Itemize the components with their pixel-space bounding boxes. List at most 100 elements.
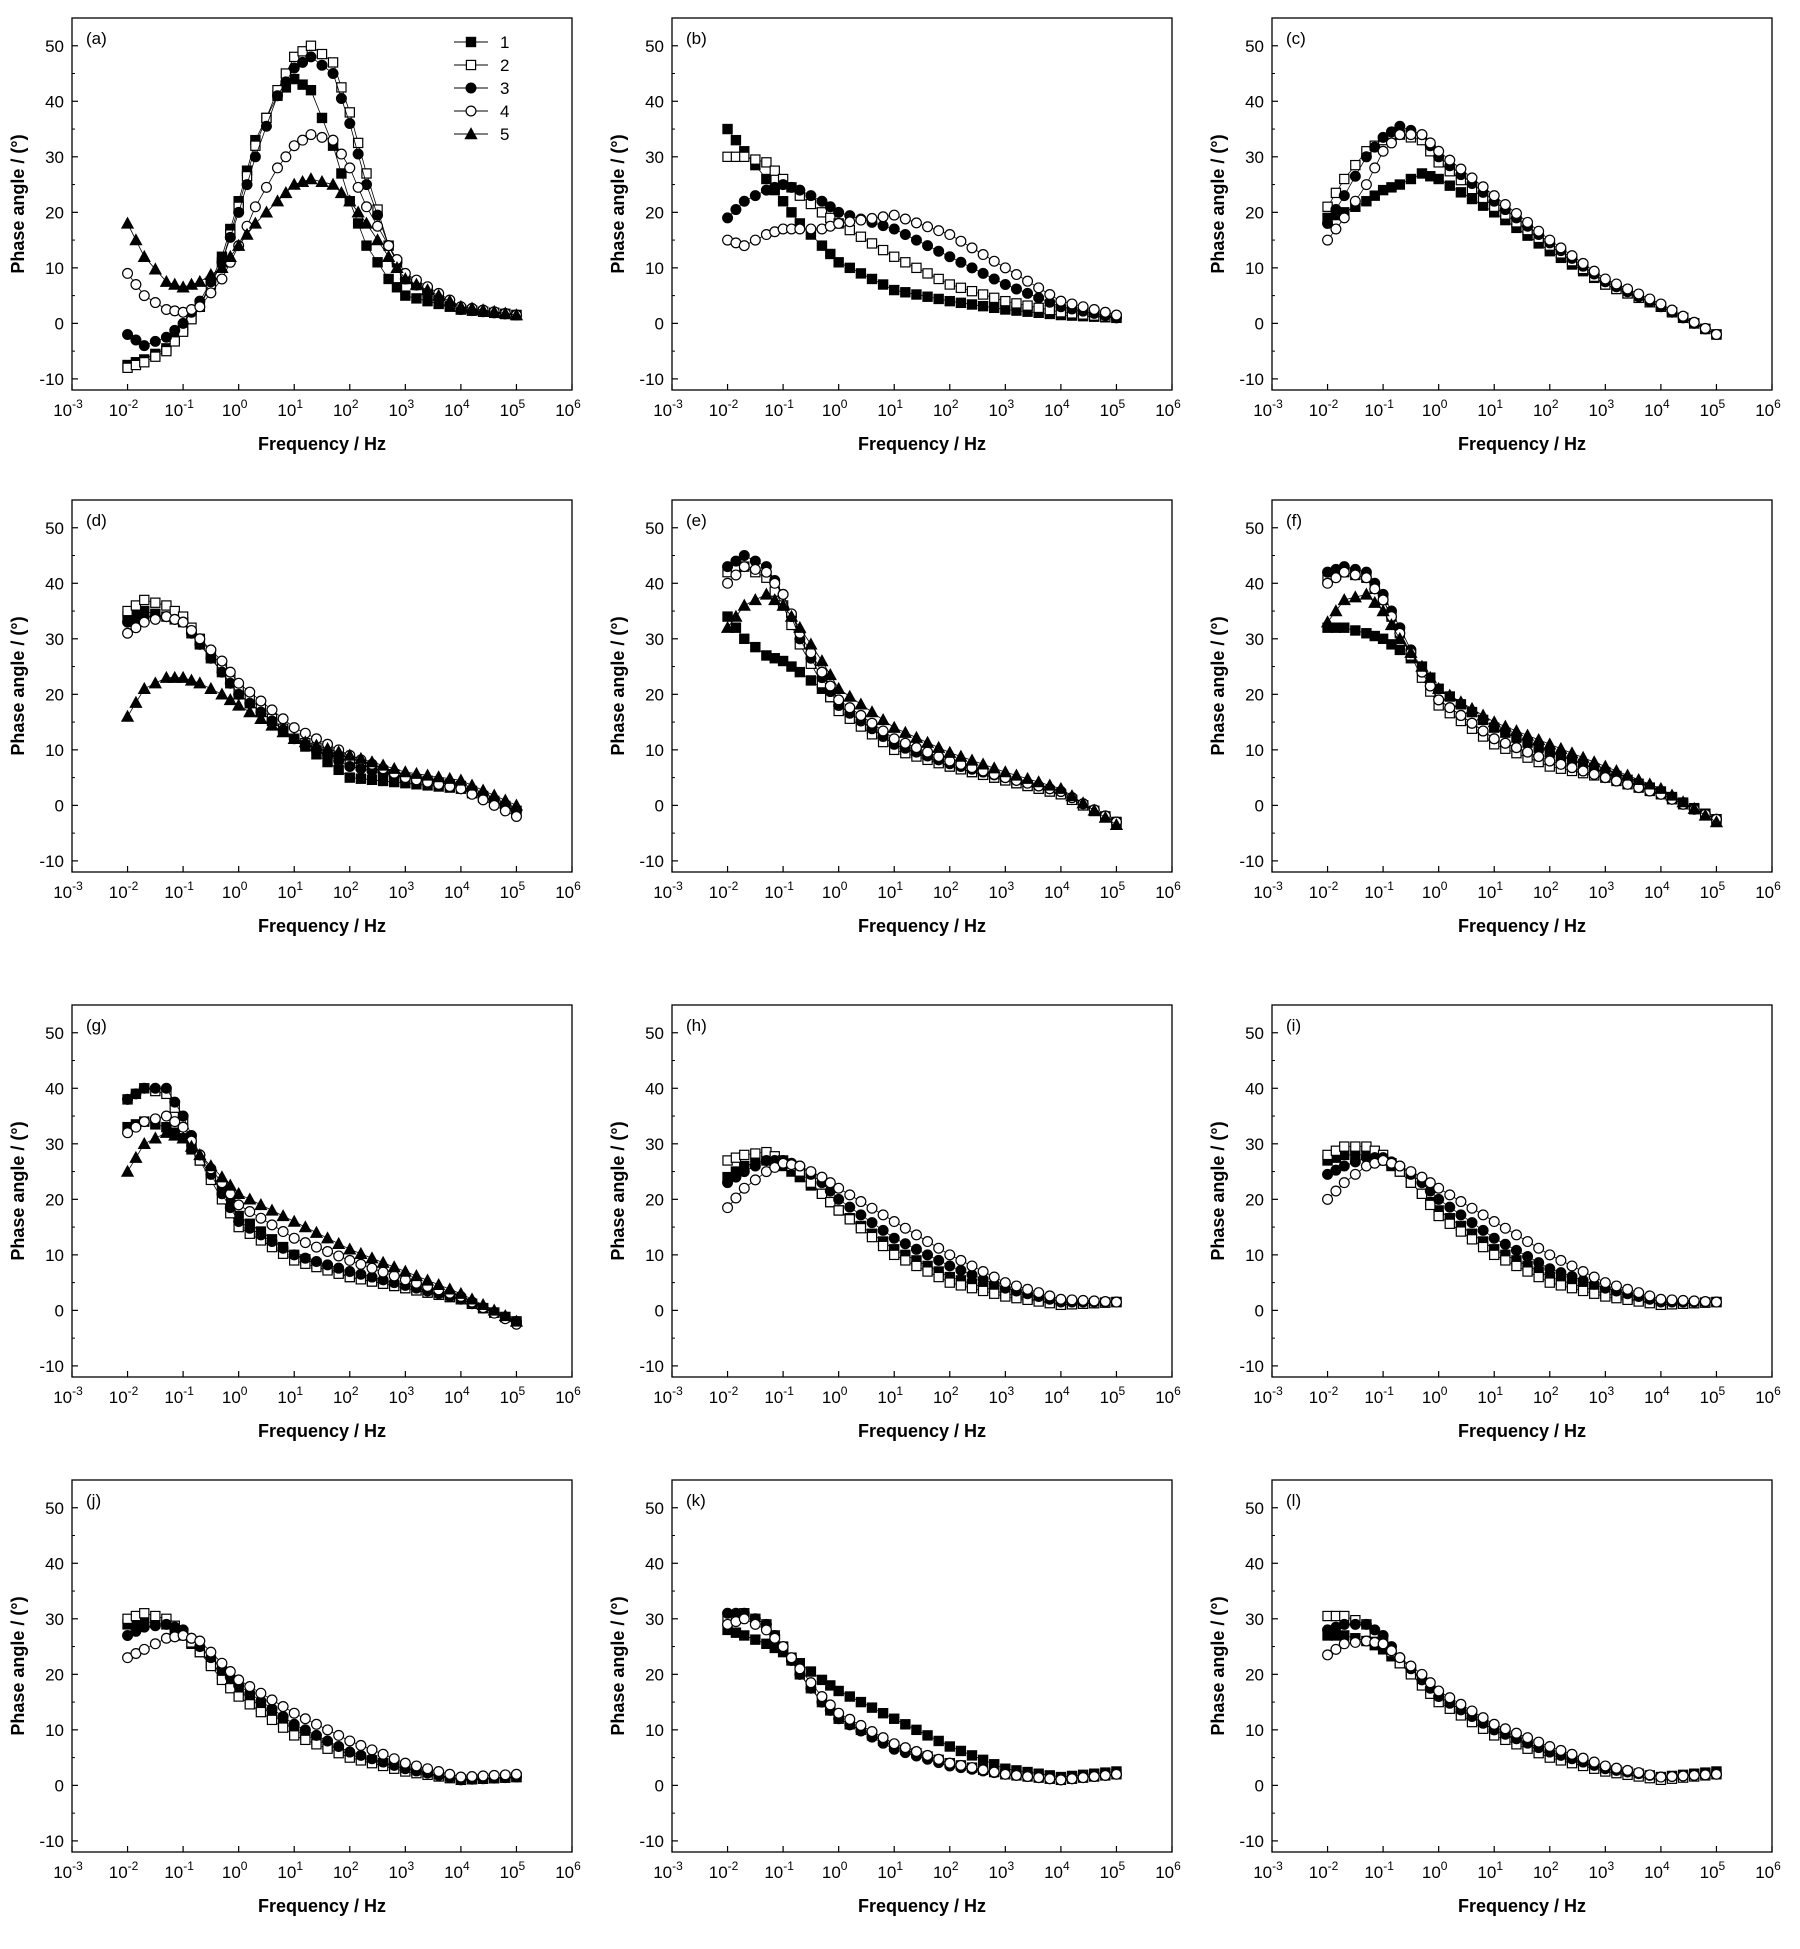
data-point bbox=[137, 681, 151, 694]
x-tick-label: 10-2 bbox=[109, 879, 139, 902]
data-point bbox=[1322, 1193, 1334, 1205]
data-point bbox=[761, 157, 772, 168]
data-point bbox=[1405, 173, 1417, 185]
data-point bbox=[944, 1741, 955, 1752]
data-point bbox=[1330, 572, 1342, 584]
x-tick-label: 10-2 bbox=[1309, 1859, 1339, 1882]
data-point bbox=[122, 1127, 134, 1139]
x-tick-label: 106 bbox=[1155, 879, 1181, 902]
y-tick-label: 0 bbox=[655, 1301, 664, 1320]
data-point bbox=[297, 46, 308, 57]
data-point bbox=[276, 725, 290, 738]
data-point bbox=[1350, 1141, 1361, 1152]
data-point bbox=[1455, 1226, 1467, 1237]
data-point bbox=[316, 112, 328, 124]
data-point bbox=[1522, 1732, 1534, 1744]
legend-marker bbox=[465, 59, 477, 71]
data-point bbox=[844, 1691, 855, 1702]
x-tick-label: 106 bbox=[555, 1384, 581, 1407]
y-axis-title: Phase angle / (°) bbox=[608, 134, 628, 273]
data-point bbox=[149, 613, 161, 625]
data-point bbox=[910, 1229, 922, 1241]
y-tick-label: 0 bbox=[55, 796, 64, 815]
y-tick-label: 10 bbox=[645, 259, 664, 278]
data-point bbox=[297, 56, 309, 68]
data-point bbox=[409, 277, 424, 290]
data-point bbox=[169, 324, 181, 336]
data-point bbox=[816, 1691, 828, 1703]
data-point bbox=[750, 1634, 761, 1645]
data-point bbox=[1044, 1773, 1056, 1785]
data-point bbox=[855, 214, 867, 226]
legend-marker bbox=[465, 36, 477, 48]
data-point bbox=[1520, 728, 1535, 741]
data-point bbox=[160, 1110, 172, 1122]
x-tick-label: 101 bbox=[1477, 879, 1503, 902]
data-point bbox=[1555, 1254, 1567, 1266]
data-point bbox=[310, 1241, 322, 1253]
data-point bbox=[1544, 755, 1556, 767]
data-point bbox=[1466, 1705, 1478, 1717]
data-point bbox=[933, 751, 945, 763]
data-point bbox=[1698, 808, 1712, 821]
data-point bbox=[805, 223, 817, 235]
data-point bbox=[824, 1699, 836, 1711]
chart-svg: -10 0 10 20 30 40 50 10-3 10-2 10-1 100 101 102 103 10… bbox=[1208, 1004, 1781, 1441]
data-point bbox=[305, 129, 317, 141]
data-point bbox=[933, 1254, 945, 1266]
plot-frame bbox=[1271, 499, 1773, 873]
data-point bbox=[476, 783, 490, 796]
x-tick-label: 106 bbox=[1155, 1384, 1181, 1407]
data-point bbox=[177, 1121, 189, 1133]
data-point bbox=[1710, 328, 1722, 340]
data-point bbox=[805, 190, 817, 202]
data-point bbox=[1055, 295, 1067, 307]
x-tick-label: 10-1 bbox=[164, 1384, 194, 1407]
series-line bbox=[127, 178, 517, 316]
data-point bbox=[750, 154, 761, 165]
panel-label: (e) bbox=[686, 511, 707, 530]
data-point bbox=[366, 1262, 378, 1274]
data-point bbox=[322, 1724, 334, 1736]
data-point bbox=[277, 1701, 289, 1713]
y-tick-label: -10 bbox=[1239, 1832, 1264, 1851]
data-point bbox=[944, 1757, 956, 1769]
panel-label: (l) bbox=[1286, 1491, 1301, 1510]
data-point bbox=[287, 1214, 301, 1227]
data-point bbox=[1632, 772, 1646, 786]
data-point bbox=[1360, 572, 1372, 584]
chart-panel-f: -10 0 10 20 30 40 50 10-3 10-2 10-1 100 101 102 103 10… bbox=[1200, 482, 1800, 969]
data-point bbox=[487, 1303, 501, 1316]
data-point bbox=[877, 1707, 889, 1719]
x-tick-label: 10-2 bbox=[1309, 879, 1339, 902]
y-tick-label: 50 bbox=[45, 37, 64, 56]
data-point bbox=[1385, 137, 1397, 149]
data-point bbox=[376, 1255, 390, 1268]
data-point bbox=[344, 761, 356, 773]
x-tick-label: 10-3 bbox=[653, 1859, 683, 1882]
data-point bbox=[377, 1266, 389, 1278]
series-2 bbox=[722, 1146, 1122, 1311]
data-point bbox=[1087, 803, 1101, 816]
data-point bbox=[944, 1277, 955, 1288]
data-point bbox=[129, 233, 143, 246]
data-point bbox=[900, 1719, 911, 1730]
data-point bbox=[1349, 195, 1361, 207]
data-point bbox=[477, 1770, 489, 1782]
x-tick-label: 101 bbox=[877, 397, 903, 420]
x-tick-label: 100 bbox=[1422, 1384, 1448, 1407]
data-point bbox=[359, 216, 374, 229]
data-point bbox=[944, 295, 955, 307]
x-tick-label: 10-3 bbox=[653, 397, 683, 420]
data-point bbox=[372, 209, 384, 221]
data-point bbox=[955, 256, 967, 268]
data-point bbox=[977, 300, 989, 312]
data-point bbox=[204, 681, 218, 694]
data-point bbox=[1377, 633, 1389, 645]
data-point bbox=[1394, 1652, 1406, 1664]
data-point bbox=[977, 1764, 989, 1776]
x-tick-label: 106 bbox=[555, 879, 581, 902]
data-point bbox=[193, 1148, 207, 1161]
data-point bbox=[1555, 242, 1567, 254]
data-point bbox=[805, 1166, 817, 1178]
